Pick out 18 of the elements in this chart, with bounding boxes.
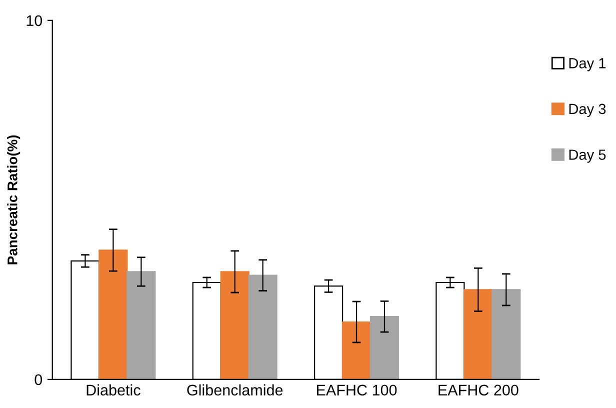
x-tick-label: Glibenclamide xyxy=(187,384,283,396)
y-axis-title: Pancreatic Ratio(%) xyxy=(7,135,20,264)
x-tick-label: Diabetic xyxy=(86,384,140,396)
bar xyxy=(342,321,372,380)
legend-label: Day 1 xyxy=(569,58,606,72)
bar xyxy=(220,271,250,380)
bar xyxy=(492,289,521,380)
x-tick-label: EAFHC 100 xyxy=(317,384,397,396)
bar xyxy=(370,316,400,380)
bar xyxy=(98,250,128,380)
legend-label: Day 3 xyxy=(569,104,606,117)
legend-label: Day 5 xyxy=(569,150,606,163)
bar xyxy=(464,289,493,380)
y-tick-label: 10 xyxy=(26,15,42,26)
bar xyxy=(248,274,278,380)
bar xyxy=(126,271,156,380)
y-tick-label: 0 xyxy=(34,374,42,386)
x-tick-label: EAFHC 200 xyxy=(438,384,518,396)
